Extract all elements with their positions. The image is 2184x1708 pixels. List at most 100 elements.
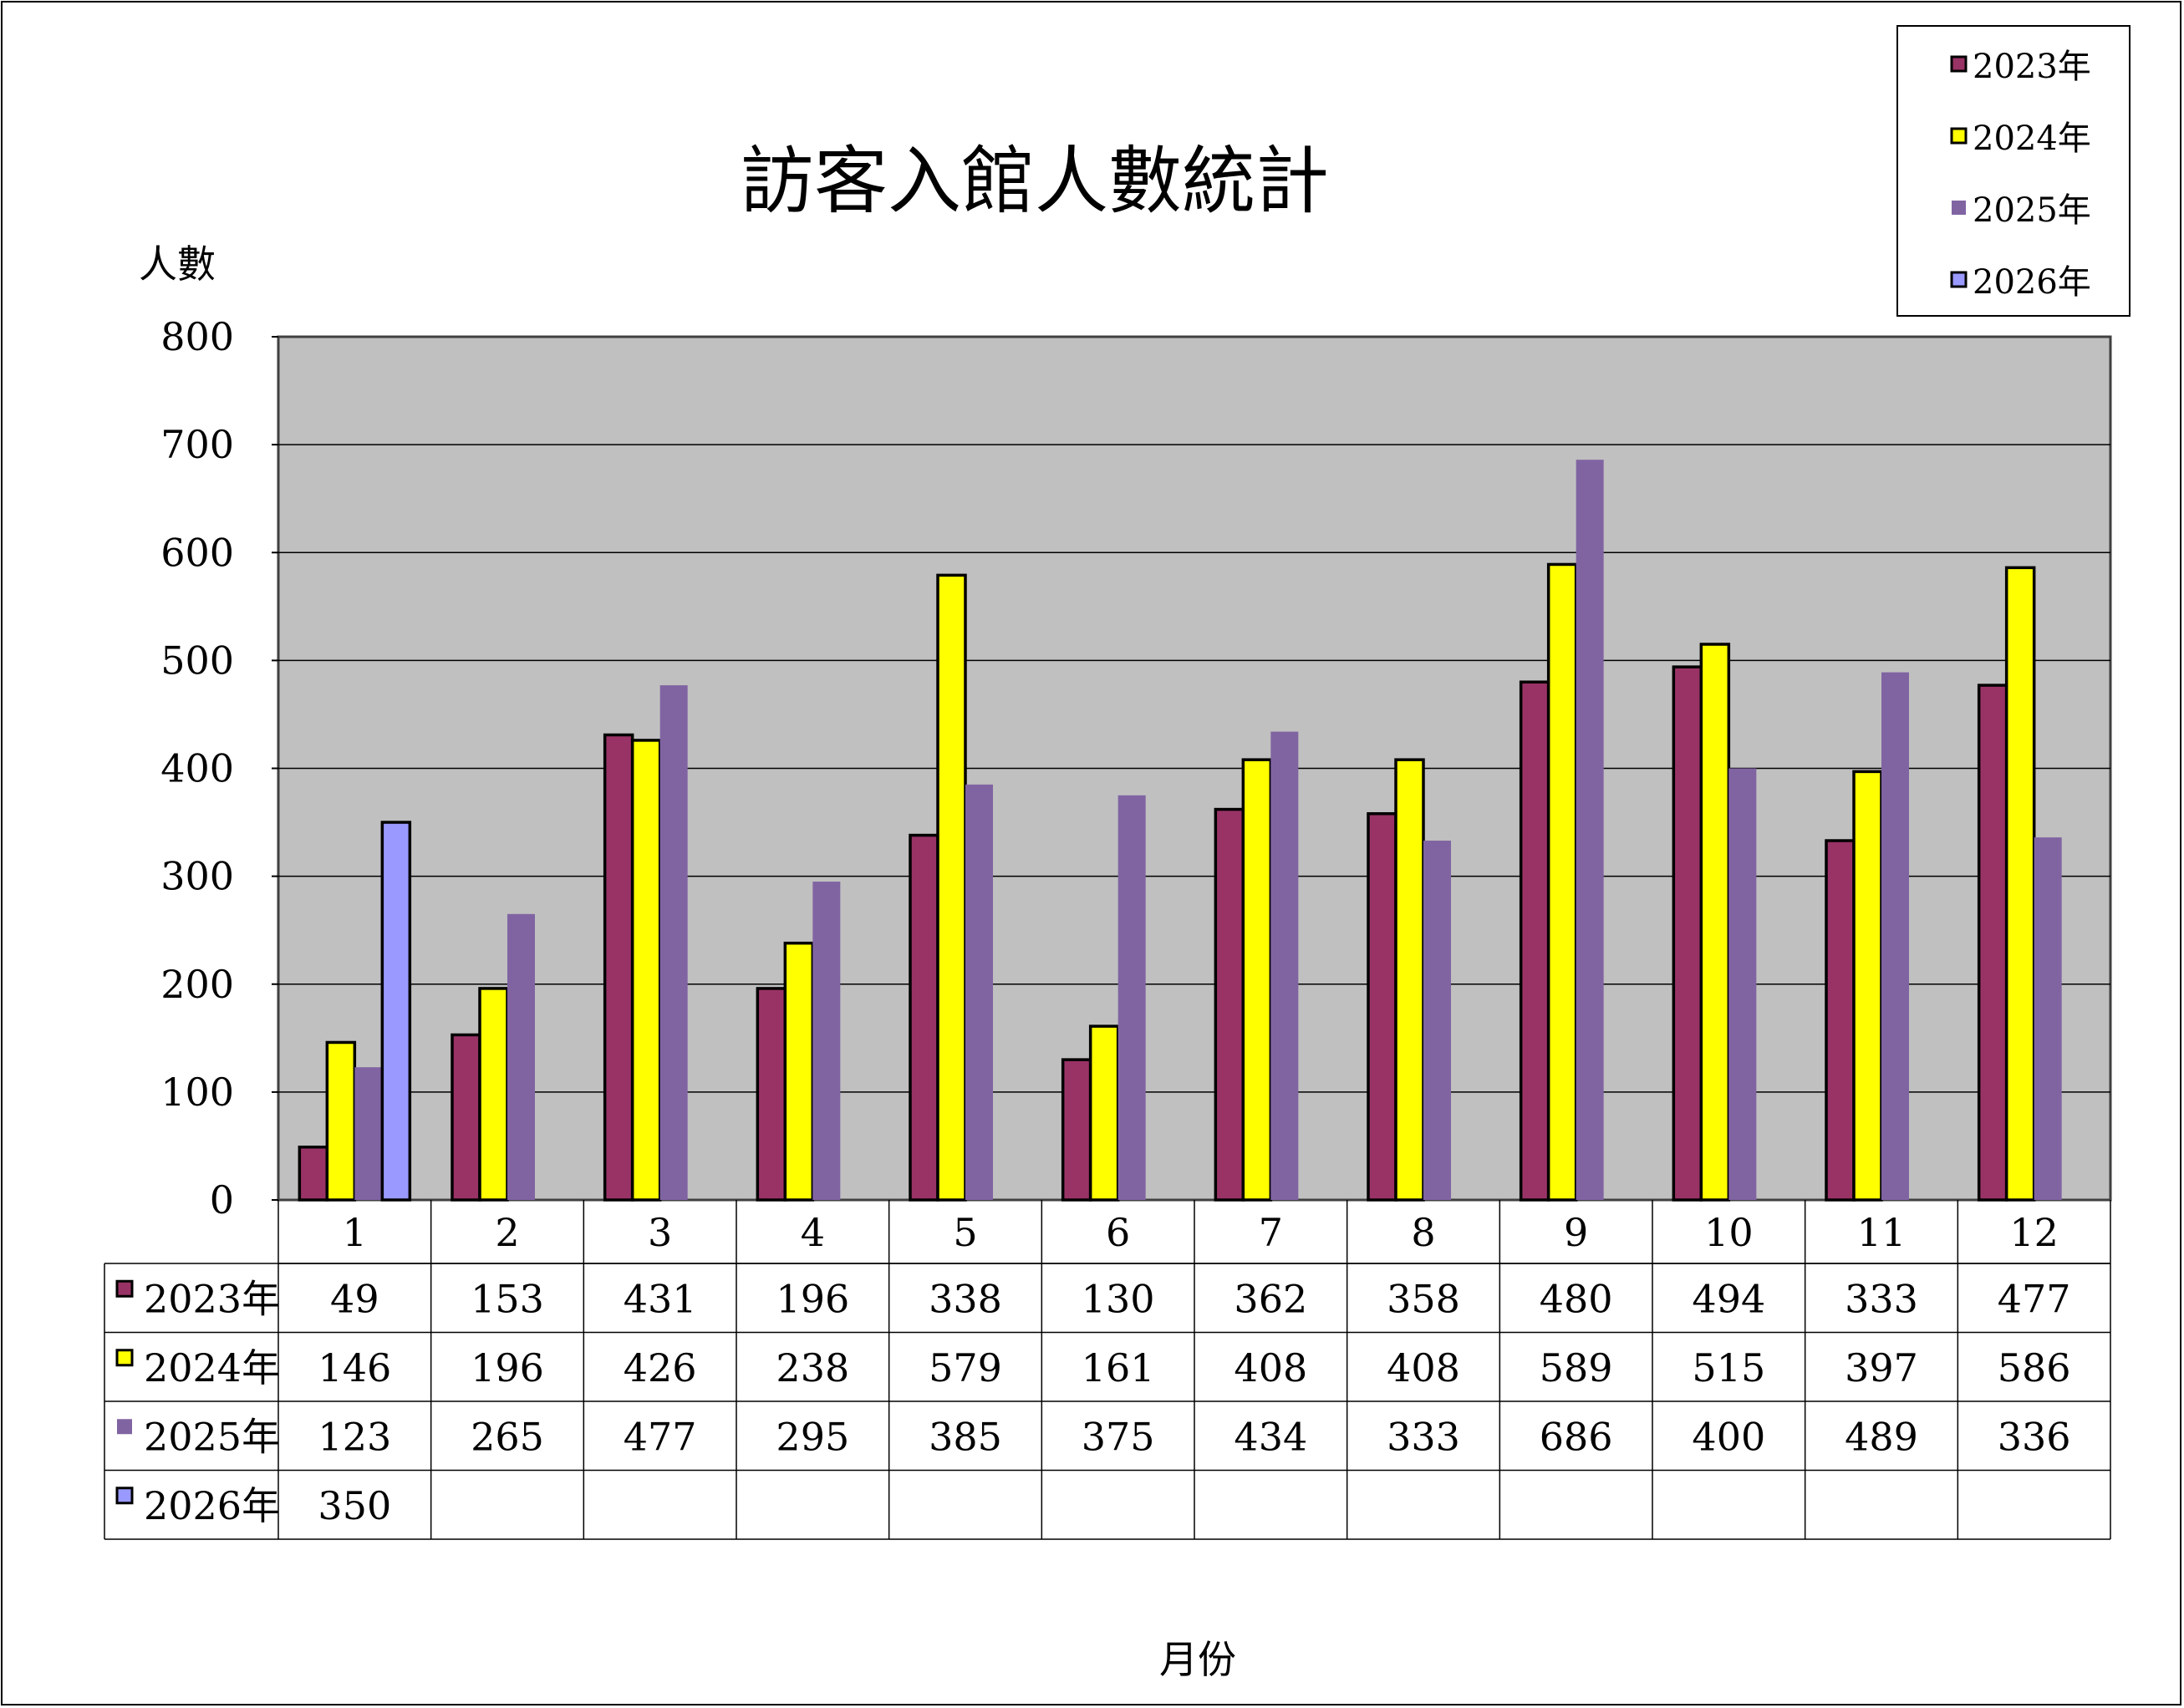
bar: [1852, 770, 1883, 1202]
legend-box: [1896, 25, 2131, 317]
table-cell-value: 385: [929, 1414, 1002, 1459]
bar: [1117, 795, 1146, 1200]
bar: [1576, 460, 1604, 1200]
x-tick-label: 5: [953, 1210, 977, 1255]
table-cell-value: 431: [624, 1276, 697, 1321]
table-cell-value: 350: [318, 1483, 391, 1528]
y-tick-label: 100: [160, 1070, 234, 1115]
bar: [1270, 731, 1299, 1200]
bar: [965, 784, 993, 1200]
bar: [630, 739, 662, 1202]
legend-swatch: [1950, 127, 1968, 145]
legend-swatch: [1952, 201, 1966, 215]
bar: [603, 733, 634, 1202]
table-cell-value: 130: [1082, 1276, 1155, 1321]
table-cell-value: 49: [330, 1276, 379, 1321]
table-series-label: 2023年: [144, 1276, 280, 1321]
table-legend-key: [115, 1487, 134, 1505]
table-cell-value: 123: [318, 1414, 391, 1459]
x-tick-label: 8: [1411, 1210, 1435, 1255]
chart-title: 訪客入館人數統計: [741, 138, 1329, 224]
bar: [1728, 768, 1757, 1200]
table-cell-value: 686: [1540, 1414, 1613, 1459]
table-cell-value: 408: [1234, 1345, 1307, 1390]
y-axis-label: 人數: [139, 241, 216, 287]
bar: [451, 1033, 481, 1202]
y-tick-label: 700: [160, 422, 234, 467]
bar: [659, 685, 688, 1200]
table-cell-value: 515: [1692, 1345, 1765, 1390]
table-cell-value: 265: [471, 1414, 544, 1459]
table-cell-value: 362: [1234, 1276, 1307, 1321]
y-tick-label: 300: [160, 854, 234, 899]
bar: [1394, 758, 1425, 1202]
y-tick-label: 400: [160, 746, 234, 791]
table-legend-key: [115, 1279, 134, 1298]
bar: [812, 882, 841, 1200]
bar: [1088, 1024, 1120, 1202]
table-cell-value: 333: [1387, 1414, 1460, 1459]
table-cell-value: 477: [1998, 1276, 2071, 1321]
table-legend-key: [115, 1349, 134, 1367]
table-cell-value: 400: [1692, 1414, 1765, 1459]
table-cell-value: 375: [1082, 1414, 1155, 1459]
legend: 2023年 2024年 2025年 2026年: [1896, 25, 2131, 317]
bar: [756, 987, 787, 1202]
bar: [1546, 562, 1578, 1202]
x-tick-label: 3: [648, 1210, 672, 1255]
bar: [507, 913, 535, 1200]
gridlines: [278, 444, 2110, 1093]
table-cell-value: 480: [1540, 1276, 1613, 1321]
x-tick-label: 6: [1106, 1210, 1130, 1255]
bar: [478, 987, 509, 1202]
table-cell-value: 333: [1845, 1276, 1918, 1321]
table-cell-value: 586: [1998, 1345, 2071, 1390]
bar: [1061, 1058, 1092, 1202]
x-tick-label: 9: [1564, 1210, 1588, 1255]
table-series-label: 2026年: [144, 1483, 280, 1528]
bar: [1881, 672, 1909, 1200]
table-cell-value: 397: [1845, 1345, 1918, 1390]
table-series-label: 2024年: [144, 1345, 280, 1390]
table-cell-value: 489: [1845, 1414, 1918, 1459]
x-tick-label: 11: [1857, 1210, 1907, 1255]
legend-swatch: [1950, 271, 1968, 288]
bars: [298, 460, 2062, 1202]
table-cell-value: 426: [624, 1345, 697, 1390]
table-cell-value: 295: [776, 1414, 849, 1459]
table-cell-value: 196: [471, 1345, 544, 1390]
bar: [1423, 841, 1451, 1200]
table-cell-value: 589: [1540, 1345, 1613, 1390]
y-tick-label: 500: [160, 638, 234, 683]
bar: [1241, 758, 1273, 1202]
bar: [1825, 839, 1856, 1202]
bar: [909, 833, 939, 1202]
x-axis-label: 月份: [1159, 1637, 1236, 1682]
table-cell-value: 579: [929, 1345, 1002, 1390]
y-tick-label: 200: [160, 962, 234, 1007]
legend-label: 2025年: [1973, 191, 2091, 230]
bar: [1214, 807, 1245, 1202]
bar: [325, 1040, 357, 1202]
legend-label: 2023年: [1973, 48, 2091, 86]
x-tick-label: 2: [495, 1210, 519, 1255]
table-cell-value: 336: [1998, 1414, 2071, 1459]
bar: [1977, 684, 2008, 1202]
table-cell-value: 161: [1082, 1345, 1155, 1390]
table-legend-key: [117, 1419, 132, 1435]
x-tick-label: 12: [2009, 1210, 2059, 1255]
table-series-label: 2025年: [144, 1414, 280, 1459]
bar: [936, 573, 967, 1202]
table-cell-value: 358: [1387, 1276, 1460, 1321]
x-tick-label: 7: [1259, 1210, 1283, 1255]
x-tick-label: 10: [1704, 1210, 1754, 1255]
table-cell-value: 494: [1692, 1276, 1765, 1321]
table-cell-value: 477: [624, 1414, 697, 1459]
table-cell-value: 146: [318, 1345, 391, 1390]
y-tick-label: 800: [160, 314, 234, 359]
bar: [1672, 665, 1703, 1202]
legend-label: 2026年: [1973, 263, 2091, 302]
